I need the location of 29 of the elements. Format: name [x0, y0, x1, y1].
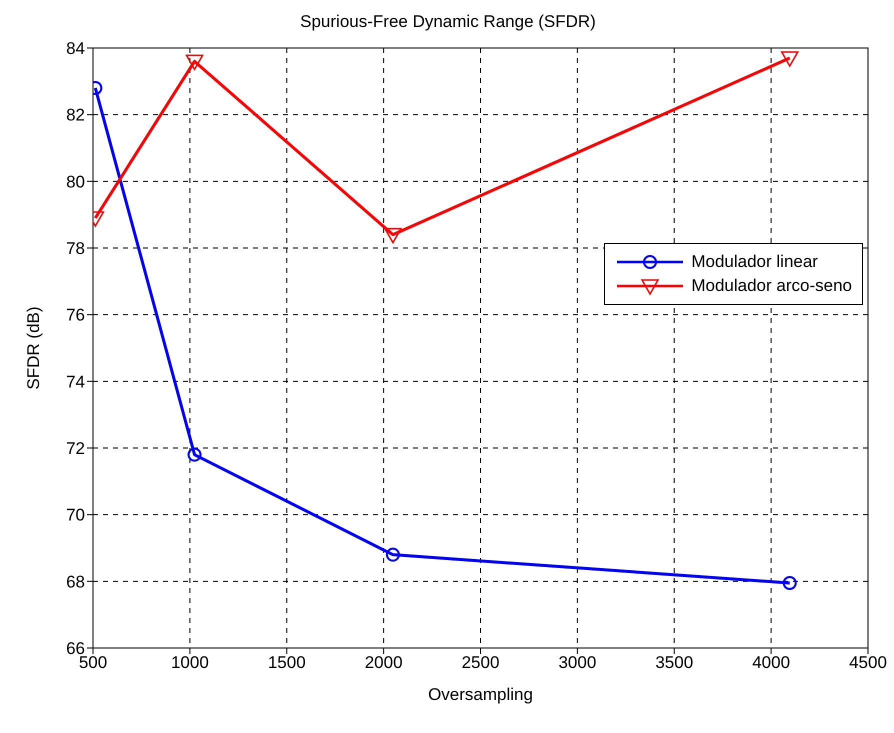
x-tick-label: 500: [78, 653, 108, 672]
point: [386, 548, 400, 562]
y-tick-label: 76: [66, 306, 85, 325]
x-tick-label: 1000: [170, 653, 209, 672]
x-tick-label: 2000: [364, 653, 403, 672]
point: [186, 54, 204, 70]
y-tick-label: 68: [66, 572, 85, 592]
y-tick-label: 82: [66, 106, 85, 125]
point: [782, 576, 797, 590]
x-tick-label: 1500: [268, 653, 306, 672]
y-tick-label: 74: [66, 372, 85, 392]
y-tick-label: 70: [66, 506, 85, 525]
y-axis-title: SFDR (dB): [24, 306, 44, 390]
legend-label: Modulador linear: [691, 252, 818, 272]
y-tick-label: 78: [66, 239, 85, 258]
point: [384, 228, 402, 244]
point: [780, 51, 798, 67]
y-tick-label: 72: [66, 439, 85, 458]
chart-title: Spurious-Free Dynamic Range (SFDR): [299, 12, 597, 32]
x-tick-label: 3000: [558, 653, 596, 672]
x-axis-title: Oversampling: [428, 685, 533, 704]
y-tick-label: 84: [66, 39, 85, 58]
y-tick-label: 80: [66, 172, 85, 192]
x-tick-label: 4500: [849, 653, 887, 672]
x-tick-label: 4000: [752, 653, 790, 672]
legend-label: Modulador arco-seno: [691, 276, 852, 296]
x-tick-label: 2500: [462, 653, 500, 672]
x-tick-label: 3500: [655, 653, 694, 672]
point: [188, 448, 202, 462]
